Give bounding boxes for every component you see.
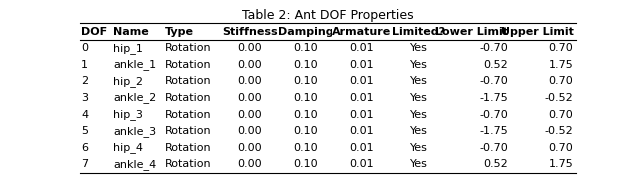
Title: Table 2: Ant DOF Properties: Table 2: Ant DOF Properties (242, 9, 414, 22)
